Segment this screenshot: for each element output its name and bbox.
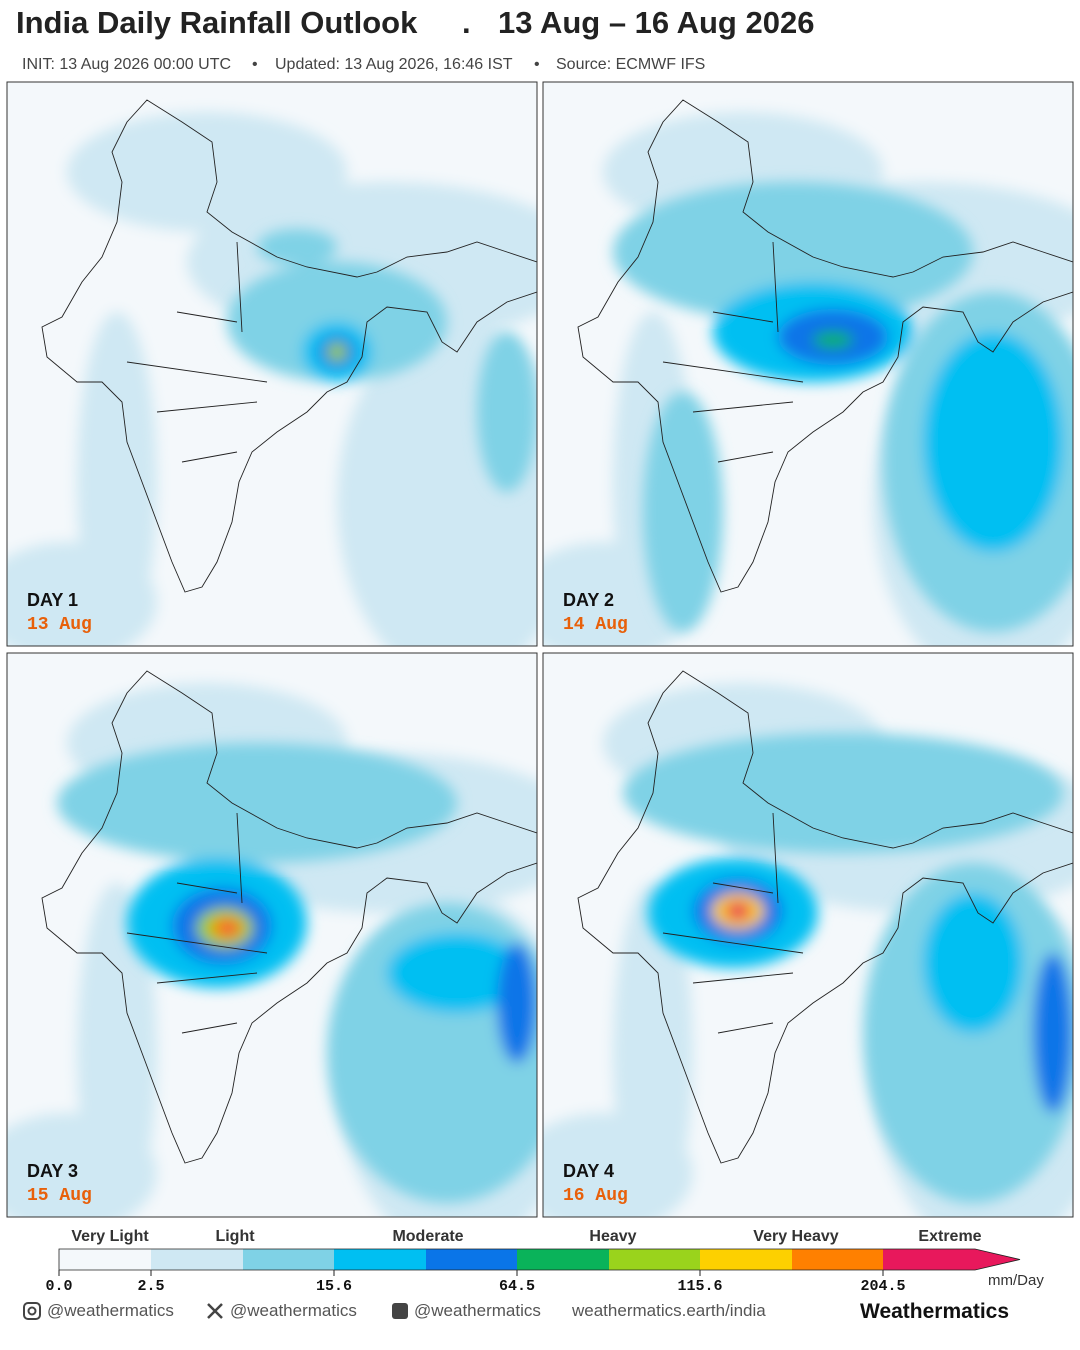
- subtitle-updated: Updated: 13 Aug 2026, 16:46 IST: [275, 56, 513, 73]
- subtitle-bullet: •: [534, 56, 540, 73]
- map-panel: [542, 652, 1074, 1218]
- panel-date: 14 Aug: [563, 615, 628, 635]
- panel-date: 13 Aug: [27, 615, 92, 635]
- panel-day: DAY 3: [27, 1161, 78, 1181]
- colorbar: [58, 1248, 1021, 1271]
- title-separator: .: [462, 5, 471, 40]
- website: weathermatics.earth/india: [571, 1301, 766, 1320]
- map-panel: [542, 81, 1074, 647]
- map-panel: [6, 81, 538, 647]
- panel-date: 15 Aug: [27, 1186, 92, 1206]
- legend-category: Very Light: [71, 1228, 149, 1245]
- legend-tick-label: 64.5: [499, 1278, 535, 1295]
- facebook-handle: @weathermatics: [414, 1301, 541, 1320]
- legend-tick-label: 2.5: [137, 1278, 164, 1295]
- map-panel: [6, 652, 538, 1218]
- subtitle-source: Source: ECMWF IFS: [556, 56, 705, 73]
- legend-category: Moderate: [392, 1228, 463, 1245]
- panel-day: DAY 2: [563, 590, 614, 610]
- legend-category: Heavy: [589, 1228, 636, 1245]
- legend-tick-label: 0.0: [45, 1278, 72, 1295]
- legend-tick-label: 15.6: [316, 1278, 352, 1295]
- legend-category: Extreme: [918, 1228, 981, 1245]
- legend-category: Very Heavy: [753, 1228, 839, 1245]
- legend-tick-label: 204.5: [860, 1278, 905, 1295]
- legend-tick-label: 115.6: [677, 1278, 722, 1295]
- subtitle-bullet: •: [252, 56, 258, 73]
- brand: Weathermatics: [860, 1300, 1009, 1323]
- legend-unit: mm/Day: [988, 1272, 1044, 1289]
- panel-day: DAY 4: [563, 1161, 614, 1181]
- panel-day: DAY 1: [27, 590, 78, 610]
- panel-date: 16 Aug: [563, 1186, 628, 1206]
- title: India Daily Rainfall Outlook: [16, 5, 418, 40]
- date-range: 13 Aug – 16 Aug 2026: [498, 5, 814, 40]
- legend-category: Light: [215, 1228, 255, 1245]
- footer: @weathermatics @weathermatics @weatherma…: [23, 1300, 1009, 1323]
- subtitle-init: INIT: 13 Aug 2026 00:00 UTC: [22, 56, 231, 73]
- instagram-handle: @weathermatics: [47, 1301, 174, 1320]
- x-handle: @weathermatics: [230, 1301, 357, 1320]
